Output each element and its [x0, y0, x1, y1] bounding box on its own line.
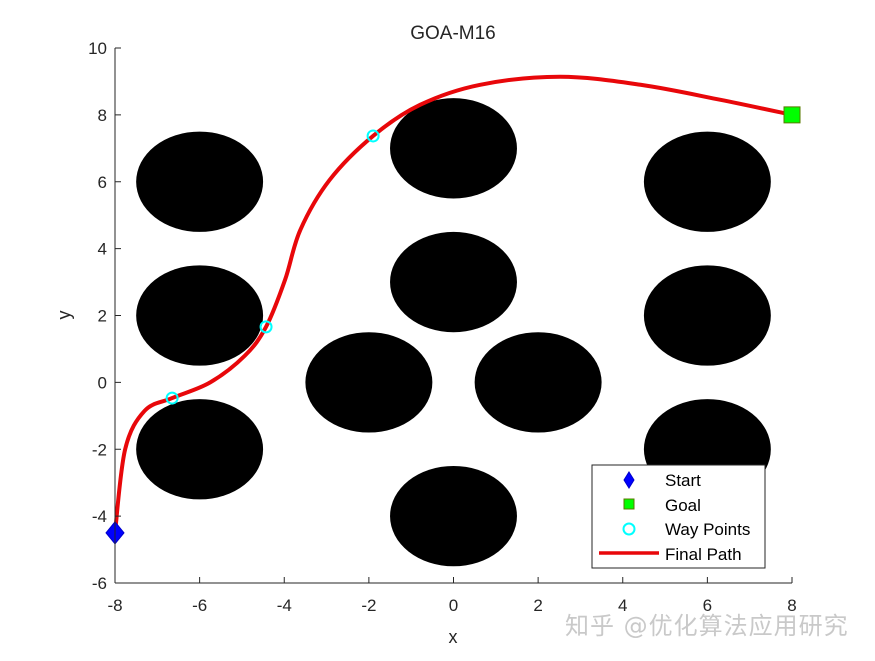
x-tick-label: 8: [787, 596, 796, 615]
legend-label: Goal: [665, 496, 701, 515]
final-path-line: [113, 74, 794, 535]
legend: Start Goal Way Points Final Path: [591, 464, 766, 569]
x-tick-label: -8: [107, 596, 122, 615]
x-tick-label: 6: [703, 596, 712, 615]
obstacle: [136, 131, 264, 232]
y-tick-label: -2: [92, 440, 107, 459]
x-axis-label: x: [449, 627, 458, 647]
waypoint-markers: [165, 129, 380, 405]
goal-marker: [783, 106, 801, 124]
waypoint-icon: [165, 391, 179, 405]
watermark: 知乎 @优化算法应用研究: [565, 612, 849, 640]
obstacle: [136, 399, 264, 500]
x-tick-label: -4: [277, 596, 292, 615]
x-tick-label: 2: [533, 596, 542, 615]
y-axis-label: y: [54, 311, 74, 320]
legend-item-start: Start: [623, 471, 701, 490]
waypoint-icon: [259, 320, 273, 334]
obstacle: [390, 465, 517, 567]
x-axis-ticks: -8 -6 -4 -2 0 2 4 6 8: [107, 577, 797, 615]
obstacle: [305, 332, 433, 433]
legend-label: Start: [665, 471, 701, 490]
square-icon: [783, 106, 801, 124]
y-tick-label: -4: [92, 507, 107, 526]
square-icon: [623, 498, 635, 510]
x-tick-label: 4: [618, 596, 627, 615]
y-tick-label: 4: [98, 240, 107, 259]
obstacle: [643, 265, 771, 366]
obstacle: [136, 265, 264, 366]
waypoint-icon: [366, 129, 380, 143]
legend-label: Way Points: [665, 520, 750, 539]
y-axis-ticks: -6 -4 -2 0 2 4 6 8 10: [88, 39, 121, 593]
y-tick-label: 8: [98, 106, 107, 125]
obstacle: [390, 98, 517, 199]
legend-item-goal: Goal: [623, 496, 701, 515]
chart-title: GOA-M16: [410, 23, 496, 44]
obstacle: [390, 231, 517, 333]
legend-item-final-path: Final Path: [599, 545, 742, 564]
x-tick-label: -2: [361, 596, 376, 615]
y-tick-label: 10: [88, 39, 107, 58]
obstacles: [136, 98, 771, 567]
x-tick-label: 0: [449, 596, 458, 615]
legend-item-waypoints: Way Points: [622, 520, 750, 539]
legend-label: Final Path: [665, 545, 742, 564]
y-tick-label: 2: [98, 307, 107, 326]
y-tick-label: 6: [98, 173, 107, 192]
circle-icon: [622, 522, 636, 536]
obstacle: [474, 332, 602, 433]
obstacle: [643, 131, 771, 232]
x-tick-label: -6: [192, 596, 207, 615]
y-tick-label: -6: [92, 574, 107, 593]
diamond-icon: [623, 471, 635, 489]
y-tick-label: 0: [98, 373, 107, 392]
